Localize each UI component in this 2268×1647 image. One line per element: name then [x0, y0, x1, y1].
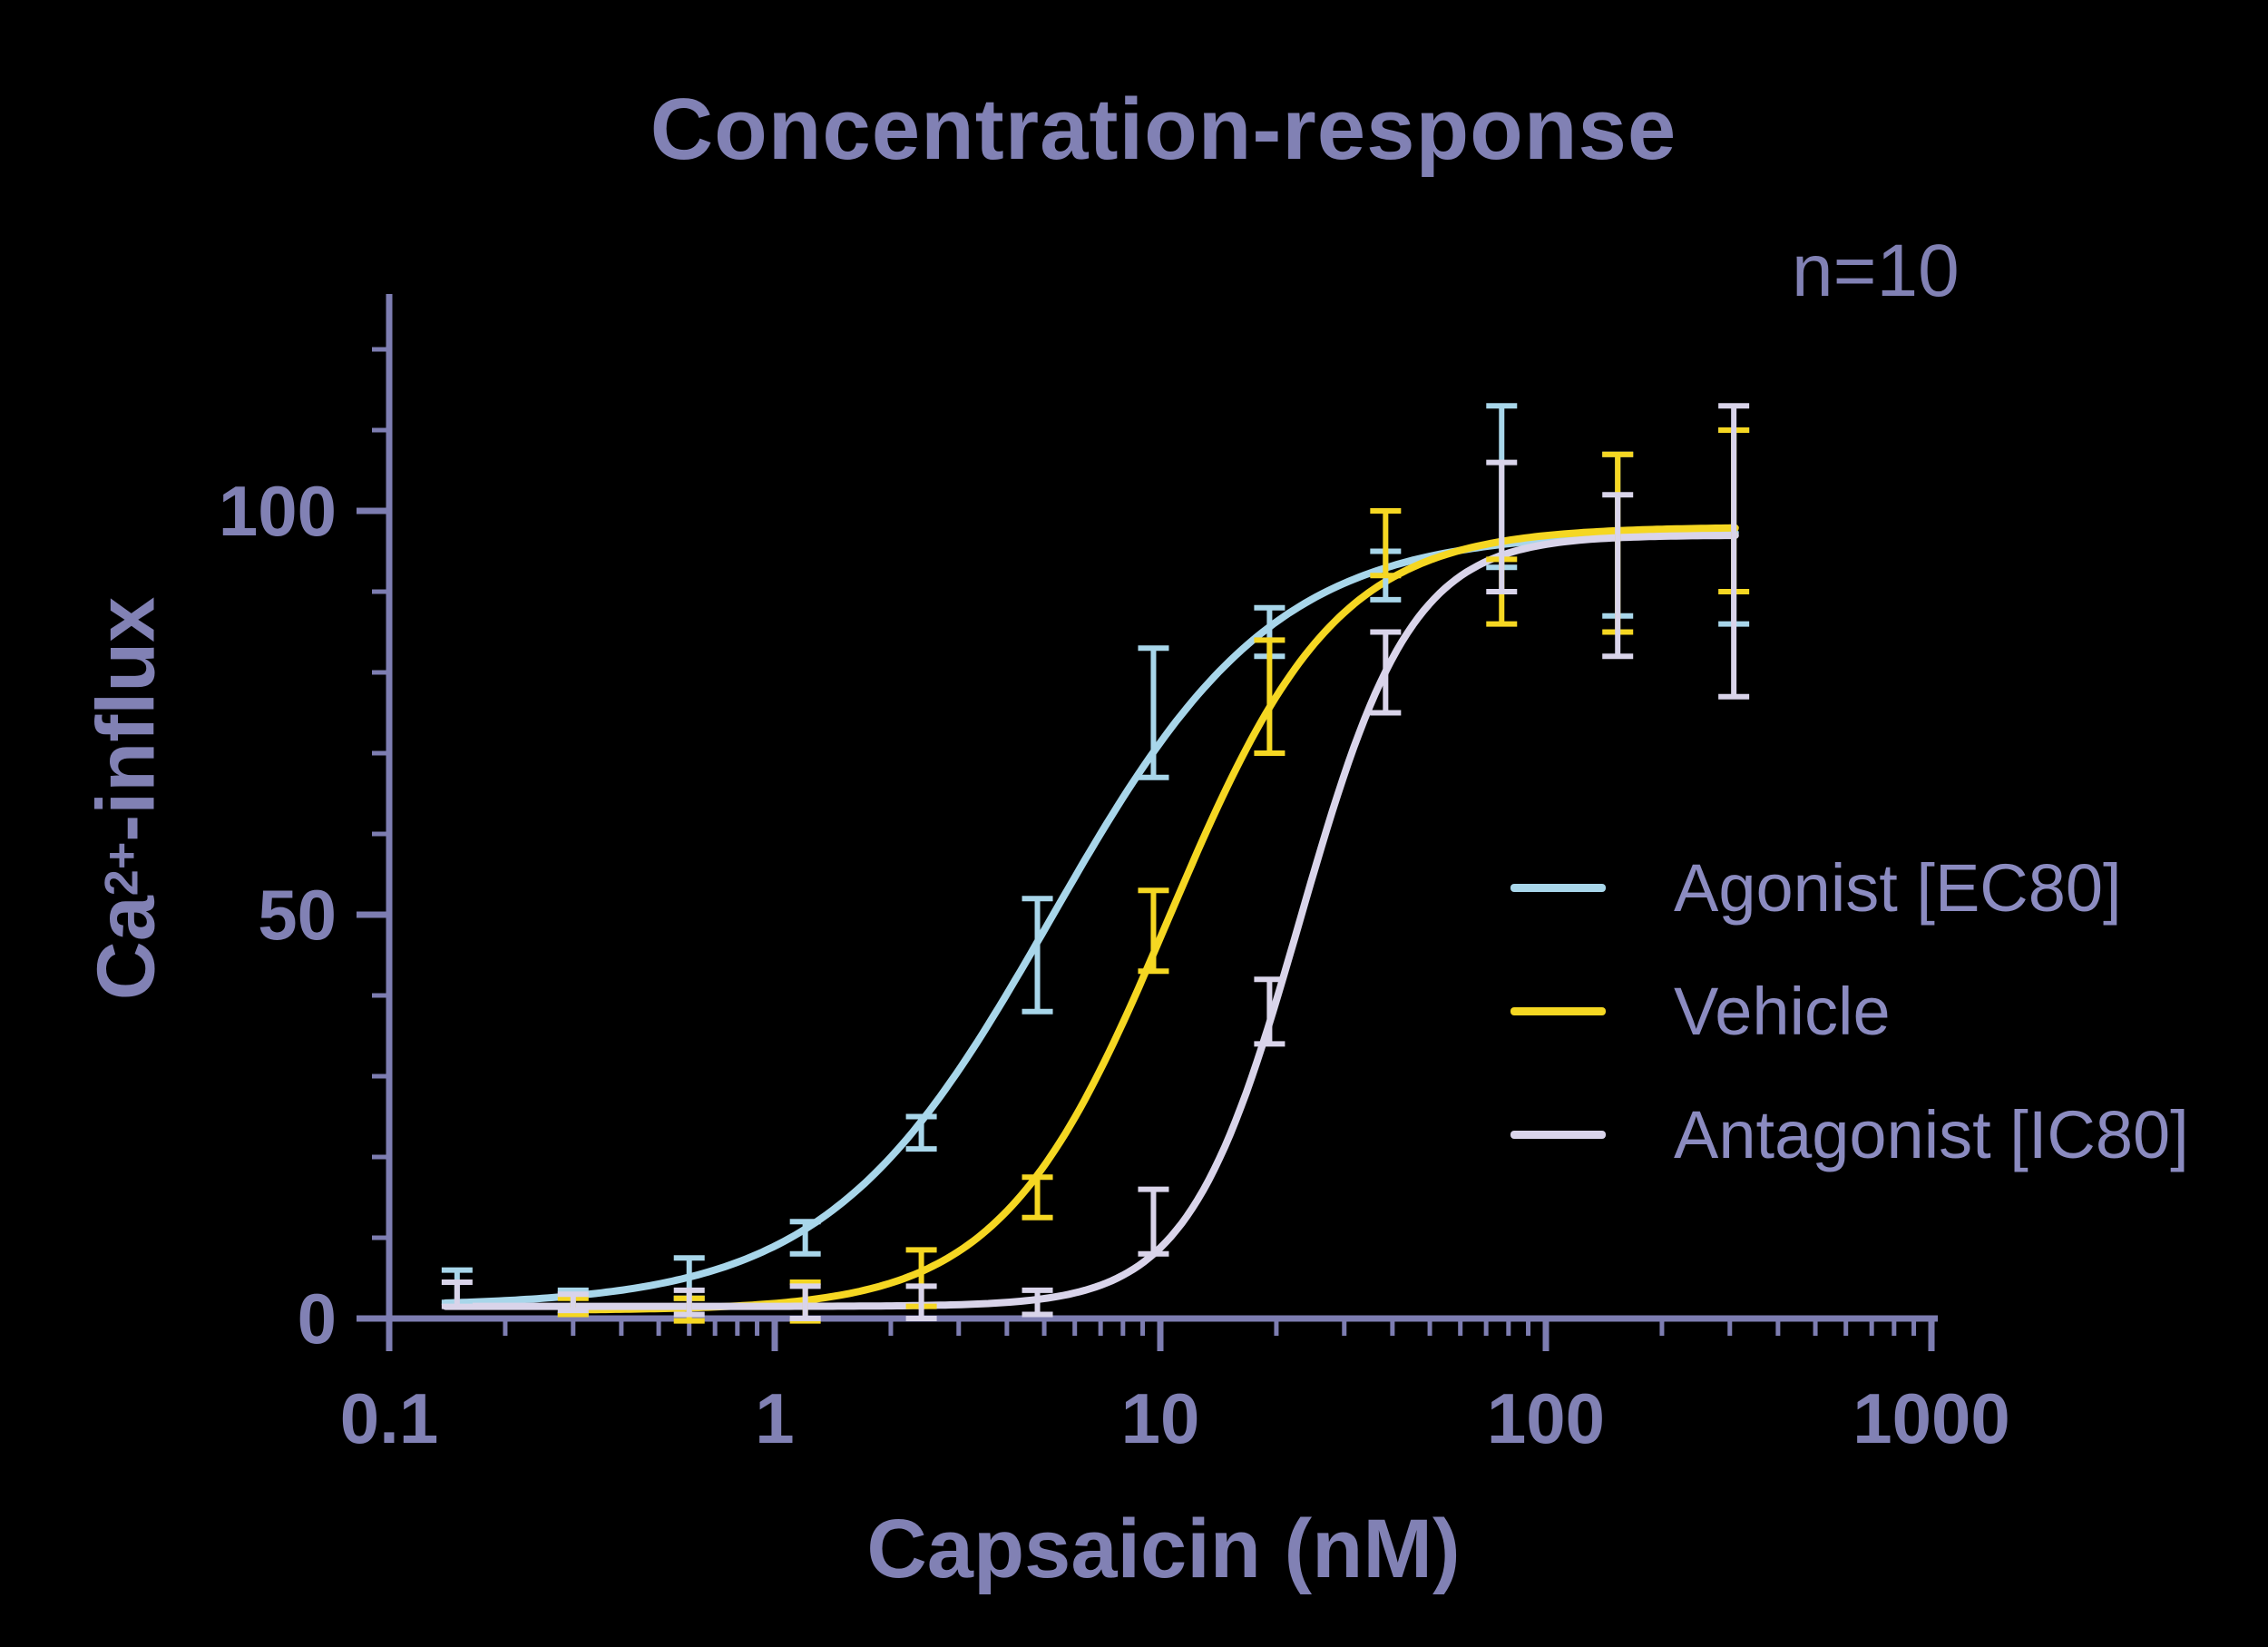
- svg-text:1000: 1000: [1853, 1378, 2010, 1458]
- legend-swatch: [1510, 1006, 1606, 1015]
- legend-label: Vehicle: [1674, 973, 1891, 1049]
- sample-size-annotation: n=10: [1792, 230, 1960, 312]
- legend-item-agonist: Agonist [EC80]: [1510, 842, 2189, 933]
- svg-text:1: 1: [755, 1378, 794, 1458]
- svg-text:0: 0: [298, 1279, 337, 1358]
- legend: Agonist [EC80] Vehicle Antagonist [IC80]: [1510, 842, 2189, 1212]
- legend-swatch: [1510, 883, 1606, 892]
- svg-text:100: 100: [1487, 1378, 1605, 1458]
- svg-text:50: 50: [258, 875, 337, 955]
- legend-label: Antagonist [IC80]: [1674, 1096, 2189, 1172]
- x-axis-label: Capsaicin (nM): [866, 1503, 1461, 1595]
- legend-item-antagonist: Antagonist [IC80]: [1510, 1089, 2189, 1180]
- svg-text:0.1: 0.1: [340, 1378, 438, 1458]
- svg-text:10: 10: [1121, 1378, 1200, 1458]
- legend-label: Agonist [EC80]: [1674, 849, 2122, 926]
- legend-swatch: [1510, 1130, 1606, 1139]
- legend-item-vehicle: Vehicle: [1510, 966, 2189, 1056]
- svg-text:100: 100: [219, 471, 337, 551]
- y-axis-label-base: Ca: [81, 896, 172, 1001]
- y-axis-label: Ca2+-influx: [81, 597, 174, 1001]
- chart-title: Concentration-response: [650, 81, 1677, 178]
- y-axis-label-superscript: 2+: [95, 841, 149, 897]
- y-axis-label-suffix: -influx: [81, 596, 172, 842]
